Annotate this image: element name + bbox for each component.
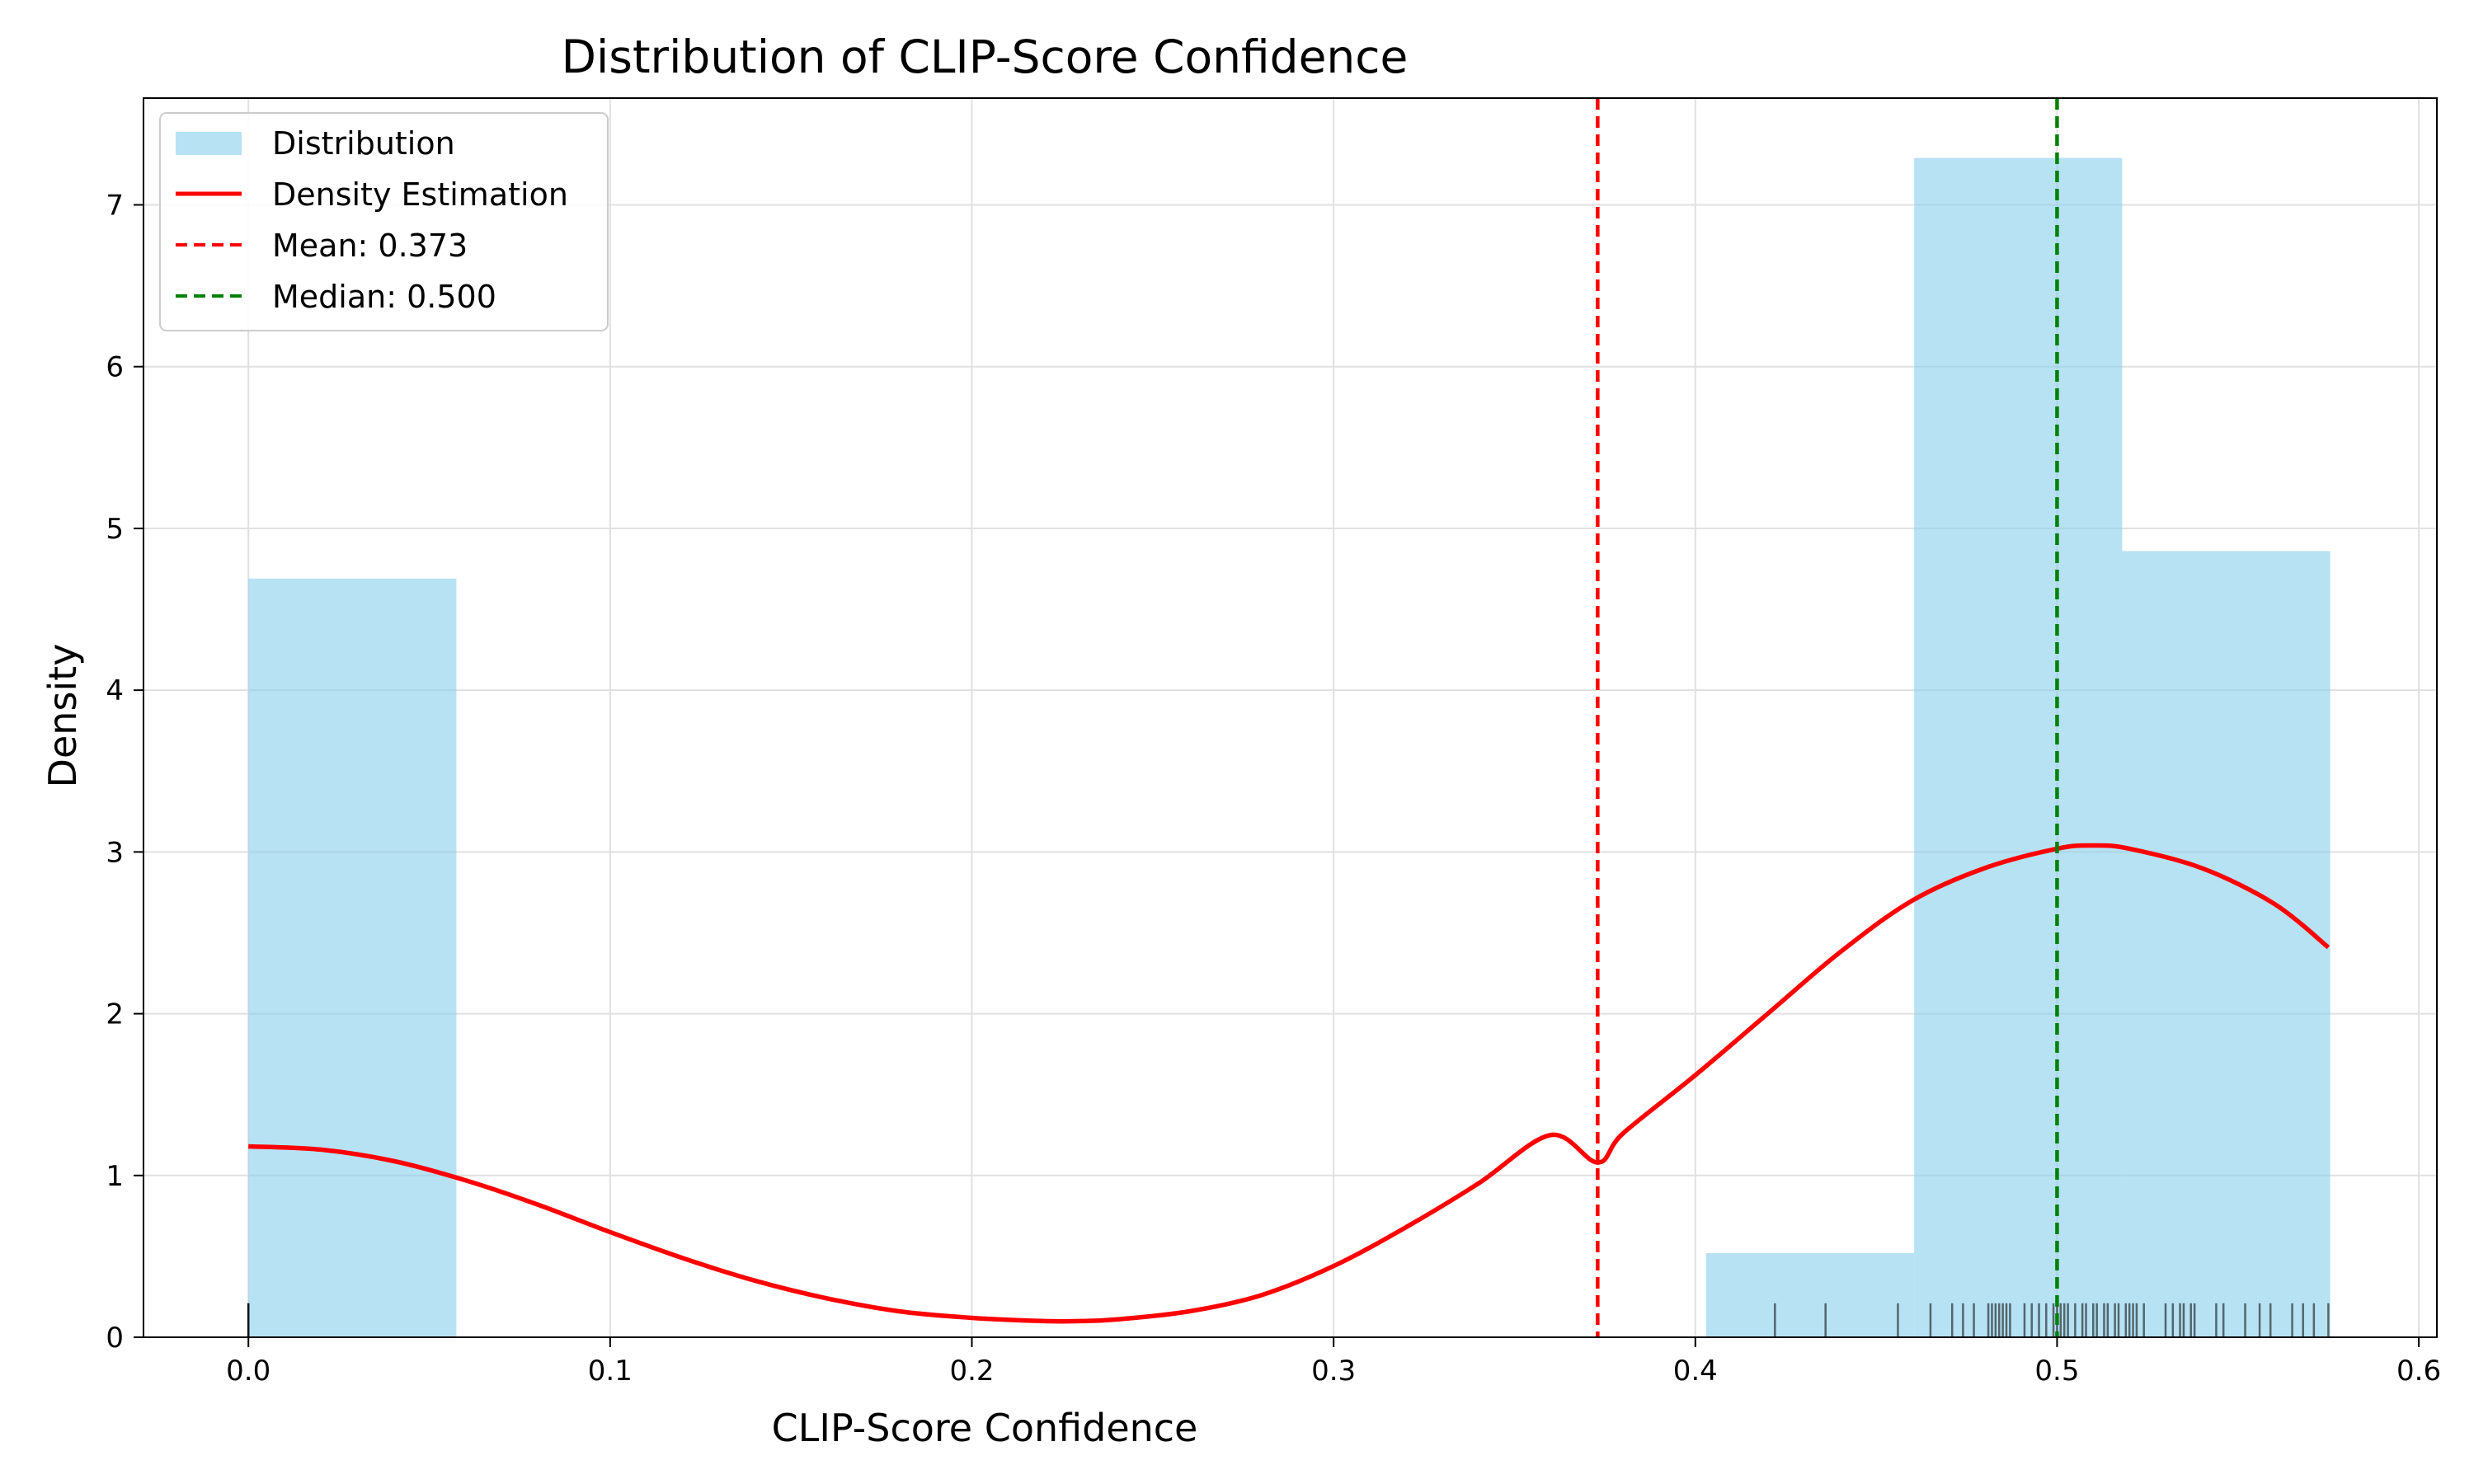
y-tick-label-7: 7 — [106, 190, 124, 223]
y-tick-label-2: 2 — [106, 998, 124, 1031]
x-tick-label-3: 0.3 — [1311, 1355, 1356, 1388]
y-tick-label-1: 1 — [106, 1160, 124, 1193]
reference-lines — [1596, 98, 2059, 1337]
histogram-bar-2 — [1914, 157, 2123, 1337]
y-tick-label-0: 0 — [106, 1322, 124, 1355]
x-tick-label-1: 0.1 — [588, 1355, 633, 1388]
x-tick-label-6: 0.6 — [2396, 1355, 2441, 1388]
histogram-bar-3 — [2122, 551, 2331, 1337]
y-tick-label-4: 4 — [106, 674, 124, 707]
y-tick-label-3: 3 — [106, 836, 124, 869]
density-curve — [248, 843, 2331, 1324]
x-tick-label-0: 0.0 — [226, 1355, 270, 1388]
rug-plot — [247, 1303, 2330, 1337]
x-axis-label: CLIP-Score Confidence — [772, 1406, 1198, 1450]
density-curve-group — [248, 843, 2331, 1324]
x-axis-ticks: 0.0 0.1 0.2 0.3 0.4 0.5 0.6 — [226, 1337, 2441, 1388]
legend-box — [159, 112, 609, 331]
legend-swatch-distribution — [176, 132, 242, 155]
x-tick-label-5: 0.5 — [2034, 1355, 2079, 1388]
plot-frame — [143, 97, 2438, 1338]
legend-label-mean: Mean: 0.373 — [272, 228, 468, 264]
legend-label-median: Median: 0.500 — [272, 279, 496, 315]
x-tick-label-2: 0.2 — [949, 1355, 994, 1388]
histogram-bar-0 — [248, 578, 457, 1337]
histogram-bar-1 — [1705, 1252, 1915, 1337]
y-tick-label-6: 6 — [106, 351, 124, 384]
y-tick-label-5: 5 — [106, 513, 124, 546]
chart-title: Distribution of CLIP-Score Confidence — [562, 31, 1409, 83]
legend: Distribution Density Estimation Mean: 0.… — [159, 112, 609, 331]
histogram-bars — [248, 157, 2331, 1337]
legend-label-distribution: Distribution — [272, 125, 455, 162]
x-tick-label-4: 0.4 — [1673, 1355, 1718, 1388]
y-axis-ticks: 0 1 2 3 4 5 6 7 — [106, 190, 143, 1355]
y-axis-label: Density — [40, 644, 85, 788]
legend-label-density: Density Estimation — [272, 176, 568, 213]
